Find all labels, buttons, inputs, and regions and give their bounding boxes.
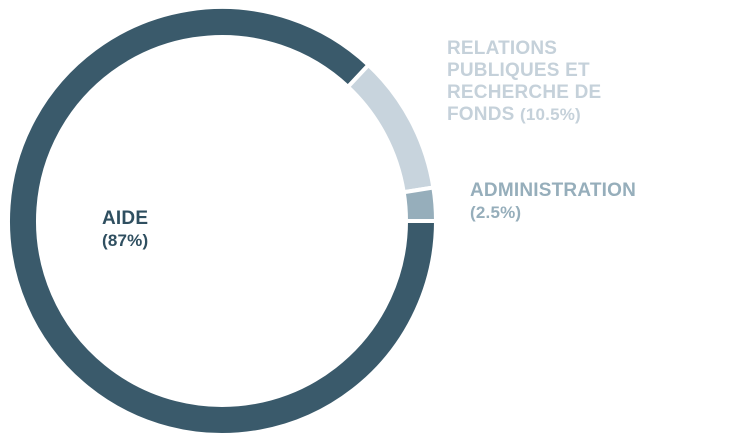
donut-slice [345, 62, 436, 195]
value-label: (10.5%) [519, 105, 581, 124]
value-label: (2.5%) [470, 203, 522, 222]
slice-label: AIDE (87%) [102, 208, 148, 252]
category-label: ADMINISTRATION [470, 180, 637, 201]
value-label: (87%) [102, 231, 149, 250]
category-label: AIDE [102, 208, 149, 229]
donut-slice [401, 185, 439, 223]
slice-label: RELATIONS PUBLIQUES ET RECHERCHE DE FOND… [447, 38, 662, 126]
category-label: RELATIONS PUBLIQUES ET RECHERCHE DE FOND… [447, 38, 602, 125]
donut-slice [6, 5, 439, 435]
slice-label: ADMINISTRATION (2.5%) [470, 180, 636, 224]
